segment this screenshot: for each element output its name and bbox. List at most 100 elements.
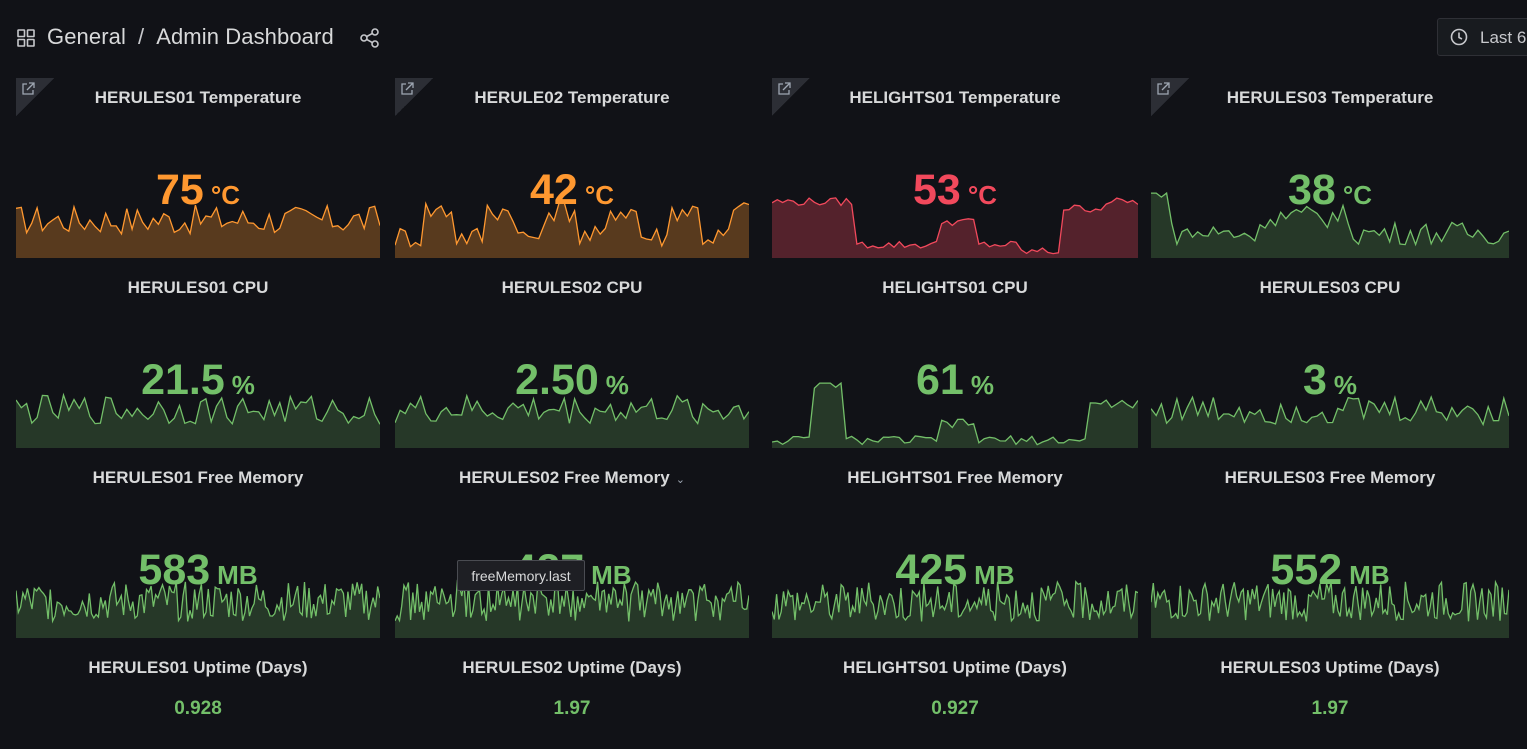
panel-title-text: HELIGHTS01 Free Memory — [847, 468, 1063, 487]
sparkline — [772, 381, 1138, 448]
stat-value-number: 552 — [1270, 546, 1343, 594]
panel-title[interactable]: HERULES03 Uptime (Days) — [1151, 658, 1509, 678]
breadcrumb-folder[interactable]: General — [47, 24, 126, 49]
stat-value: 75 °C — [16, 166, 380, 215]
stat-value-number: 583 — [138, 546, 211, 594]
sparkline — [1151, 191, 1509, 258]
stat-panel[interactable]: HERULES01 Uptime (Days) 0.928 — [16, 648, 380, 748]
stat-value: 42 °C — [395, 166, 749, 215]
stat-value-unit: °C — [1342, 180, 1373, 210]
dashboard-header: General / Admin Dashboard Last 6 — [0, 0, 1527, 76]
sparkline-area — [772, 581, 1138, 638]
stat-panel[interactable]: HERULE02 Temperature 42 °C — [395, 78, 749, 258]
sparkline-line — [772, 197, 1138, 255]
sparkline-line — [1151, 579, 1509, 622]
sparkline-area — [1151, 397, 1509, 448]
stat-panel[interactable]: HERULES01 CPU 21.5% — [16, 268, 380, 448]
external-link-icon — [22, 82, 35, 95]
stat-panel[interactable]: HELIGHTS01 Free Memory 425 MB — [772, 458, 1138, 638]
stat-panel[interactable]: HERULES03 Temperature 38 °C — [1151, 78, 1509, 258]
stat-value: 53 °C — [772, 166, 1138, 215]
panel-title-text: HERULES03 CPU — [1259, 278, 1401, 297]
stat-panel[interactable]: HERULES01 Temperature 75 °C — [16, 78, 380, 258]
stat-panel[interactable]: HERULES02 Free Memory⌄427MB — [395, 458, 749, 638]
sparkline-line — [1151, 394, 1509, 427]
panel-title[interactable]: HERULES01 Uptime (Days) — [16, 658, 380, 678]
stat-value: 1.97 — [395, 698, 749, 720]
stat-value-number: 75 — [155, 166, 204, 214]
stat-value-number: 38 — [1287, 166, 1336, 214]
stat-panel[interactable]: HERULES02 Uptime (Days) 1.97 — [395, 648, 749, 748]
stat-panel[interactable]: HERULES03 CPU 3% — [1151, 268, 1509, 448]
dashboards-grid-icon[interactable] — [17, 29, 35, 47]
sparkline — [772, 197, 1138, 258]
sparkline-line — [395, 393, 749, 425]
panel-link-corner[interactable] — [1151, 78, 1189, 116]
panel-title[interactable]: HELIGHTS01 Temperature — [772, 88, 1138, 108]
panel-title-text: HERULES02 Free Memory — [459, 468, 670, 487]
stat-value-number: 1.97 — [1311, 698, 1349, 719]
sparkline-area — [395, 202, 749, 258]
panel-link-corner[interactable] — [395, 78, 433, 116]
sparkline-area — [16, 395, 380, 448]
panel-title-text: HERULES02 Uptime (Days) — [462, 658, 682, 677]
panel-title[interactable]: HERULES02 Uptime (Days) — [395, 658, 749, 678]
panel-link-corner[interactable] — [16, 78, 54, 116]
stat-value-unit: % — [605, 370, 629, 400]
sparkline-area — [16, 205, 380, 258]
panel-title[interactable]: HERULES01 Temperature — [16, 88, 380, 108]
stat-panel[interactable]: HELIGHTS01 CPU 61% — [772, 268, 1138, 448]
stat-panel[interactable]: HERULES02 CPU 2.50% — [395, 268, 749, 448]
chevron-down-icon[interactable]: ⌄ — [675, 474, 685, 486]
stat-panel[interactable]: HERULES03 Free Memory 552 MB — [1151, 458, 1509, 638]
panel-title-text: HERULE02 Temperature — [474, 88, 670, 107]
sparkline-line — [395, 579, 749, 623]
panel-title[interactable]: HERULE02 Temperature — [395, 88, 749, 108]
stat-panel[interactable]: HELIGHTS01 Uptime (Days) 0.927 — [772, 648, 1138, 748]
stat-value-number: 21.5 — [141, 356, 225, 404]
panel-title[interactable]: HELIGHTS01 Free Memory — [772, 468, 1138, 488]
stat-panel[interactable]: HELIGHTS01 Temperature 53 °C — [772, 78, 1138, 258]
stat-value-unit: MB — [591, 560, 632, 590]
stat-panel[interactable]: HERULES03 Uptime (Days) 1.97 — [1151, 648, 1509, 748]
stat-panel[interactable]: HERULES01 Free Memory 583 MB — [16, 458, 380, 638]
sparkline-area — [395, 395, 749, 448]
dashboard-title[interactable]: Admin Dashboard — [156, 24, 334, 49]
panel-title[interactable]: HERULES03 Free Memory — [1151, 468, 1509, 488]
stat-value-number: 3 — [1302, 356, 1327, 404]
stat-value-number: 61 — [916, 356, 964, 404]
panel-title[interactable]: HELIGHTS01 Uptime (Days) — [772, 658, 1138, 678]
panel-title[interactable]: HERULES02 Free Memory ⌄ — [395, 468, 749, 488]
external-link-icon — [401, 82, 414, 95]
stat-value-number: 53 — [912, 166, 961, 214]
sparkline-line — [1151, 191, 1509, 247]
sparkline-line — [16, 580, 380, 624]
stat-value-number: 425 — [895, 546, 968, 594]
sparkline — [16, 580, 380, 638]
stat-value: 61% — [772, 356, 1138, 405]
panel-title-text: HERULES01 CPU — [127, 278, 269, 297]
sparkline — [772, 580, 1138, 638]
sparkline — [395, 393, 749, 448]
panel-title[interactable]: HERULES02 CPU — [395, 278, 749, 298]
panel-title[interactable]: HELIGHTS01 CPU — [772, 278, 1138, 298]
share-icon[interactable] — [359, 27, 381, 49]
stat-value-unit: % — [231, 370, 255, 400]
panel-title[interactable]: HERULES03 Temperature — [1151, 88, 1509, 108]
time-range-label: Last 6 — [1480, 28, 1527, 47]
external-link-icon — [778, 82, 791, 95]
stat-value: 3% — [1151, 356, 1509, 405]
panel-link-corner[interactable] — [772, 78, 810, 116]
clock-icon — [1450, 28, 1468, 46]
sparkline — [395, 579, 749, 638]
panel-title-text: HELIGHTS01 Uptime (Days) — [843, 658, 1067, 677]
stat-value-unit: °C — [584, 180, 615, 210]
stat-value-unit: % — [1333, 370, 1358, 400]
panel-title[interactable]: HERULES01 Free Memory — [16, 468, 380, 488]
panel-title[interactable]: HERULES03 CPU — [1151, 278, 1509, 298]
sparkline-line — [16, 203, 380, 236]
panel-title-text: HELIGHTS01 CPU — [882, 278, 1028, 297]
panel-title[interactable]: HERULES01 CPU — [16, 278, 380, 298]
time-range-picker[interactable]: Last 6 — [1437, 18, 1527, 56]
sparkline-line — [395, 201, 749, 248]
